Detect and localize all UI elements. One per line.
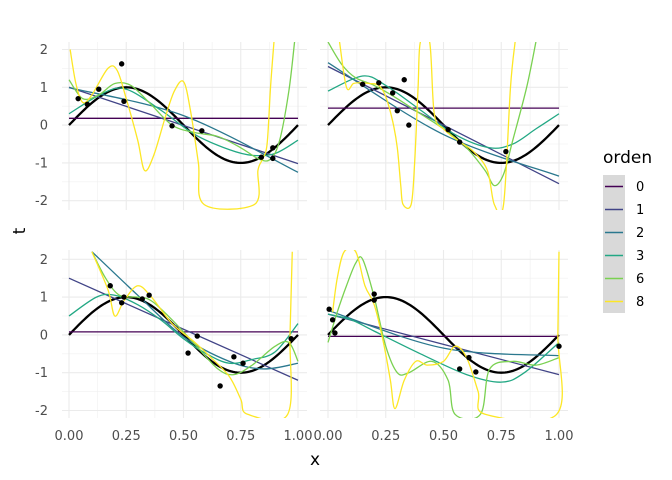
fit-curve-order-8 xyxy=(331,250,563,418)
data-point xyxy=(139,296,145,302)
y-tick-label: 2 xyxy=(40,43,48,58)
data-point xyxy=(329,317,336,323)
data-point xyxy=(270,155,276,162)
data-point xyxy=(326,306,332,312)
panel-4 xyxy=(320,250,568,418)
fit-curve-order-3 xyxy=(68,87,299,157)
true-curve xyxy=(327,295,560,374)
y-tick-label: 0 xyxy=(40,119,48,134)
data-point xyxy=(359,81,366,87)
data-point xyxy=(270,145,276,151)
data-point xyxy=(194,333,200,339)
x-tick-label: 0.75 xyxy=(226,429,255,444)
x-tick-label: 0.25 xyxy=(371,429,400,444)
y-axis-title: t xyxy=(10,227,30,234)
y-tick-label: -1 xyxy=(35,156,48,171)
fit-curve-order-6 xyxy=(91,251,299,376)
data-point xyxy=(371,291,377,297)
data-point xyxy=(185,350,191,356)
fit-curve-order-3 xyxy=(327,75,560,149)
true-curve xyxy=(68,295,299,374)
data-point xyxy=(96,86,102,92)
data-point xyxy=(146,292,152,298)
fit-curve-order-1 xyxy=(327,65,560,185)
fit-curve-order-1 xyxy=(68,86,299,165)
facet-panels xyxy=(62,42,568,418)
data-point xyxy=(199,128,205,134)
fit-curve-order-3 xyxy=(327,313,560,383)
y-tick-label: 0 xyxy=(40,328,48,343)
y-tick-label: 2 xyxy=(40,253,48,268)
x-tick-label: 0.00 xyxy=(55,429,84,444)
x-tick-label: 1.00 xyxy=(284,429,313,444)
fit-curve-order-2 xyxy=(327,62,560,177)
data-point xyxy=(84,101,91,108)
panel-1 xyxy=(62,42,307,210)
data-point xyxy=(456,366,463,372)
legend-label: 3 xyxy=(636,249,644,264)
data-point xyxy=(217,383,223,389)
y-tick-label: -1 xyxy=(35,366,48,381)
panel-3 xyxy=(62,250,307,418)
fit-curve-order-8 xyxy=(338,42,516,210)
data-point xyxy=(466,354,472,361)
fit-curve-order-8 xyxy=(91,251,293,418)
x-tick-label: 0.00 xyxy=(314,429,343,444)
data-point xyxy=(406,122,412,128)
data-point xyxy=(332,330,338,336)
data-point xyxy=(556,343,562,349)
fit-curve-order-6 xyxy=(68,42,296,162)
panel-2 xyxy=(320,42,568,210)
fit-curve-order-2 xyxy=(327,309,560,357)
data-point xyxy=(121,294,127,300)
data-point xyxy=(107,283,113,289)
data-point xyxy=(231,354,237,360)
fit-curve-order-2 xyxy=(91,251,299,370)
data-point xyxy=(401,77,407,83)
data-point xyxy=(288,335,294,342)
x-tick-label: 0.25 xyxy=(112,429,141,444)
x-tick-label: 0.50 xyxy=(429,429,458,444)
fit-curve-order-1 xyxy=(68,277,299,381)
data-point xyxy=(389,90,396,96)
data-point xyxy=(75,95,81,102)
data-point xyxy=(473,369,479,375)
data-point xyxy=(169,123,175,129)
data-point xyxy=(503,148,509,155)
fit-curve-order-6 xyxy=(327,256,560,418)
y-tick-label: 1 xyxy=(40,291,48,306)
fit-curve-order-8 xyxy=(69,42,275,210)
data-point xyxy=(394,108,400,114)
data-point xyxy=(456,139,463,145)
data-point xyxy=(371,297,377,303)
legend-label: 0 xyxy=(636,180,644,195)
y-tick-label: -2 xyxy=(35,404,48,419)
legend-label: 2 xyxy=(636,226,644,241)
legend-label: 6 xyxy=(636,272,644,287)
x-tick-label: 0.75 xyxy=(487,429,516,444)
data-point xyxy=(121,98,127,104)
legend: orden 0 1 2 3 6 8 xyxy=(603,148,652,313)
y-tick-label: -2 xyxy=(35,194,48,209)
data-point xyxy=(258,154,265,160)
fit-curve-order-6 xyxy=(327,42,537,187)
y-tick-label: 1 xyxy=(40,81,48,96)
legend-label: 8 xyxy=(636,295,644,310)
legend-title: orden xyxy=(603,148,652,168)
data-point xyxy=(240,360,246,366)
x-tick-label: 0.50 xyxy=(169,429,198,444)
legend-label: 1 xyxy=(636,203,644,218)
data-point xyxy=(118,61,125,67)
data-point xyxy=(118,300,125,306)
data-point xyxy=(376,80,382,86)
data-point xyxy=(445,126,451,133)
x-tick-label: 1.00 xyxy=(545,429,574,444)
x-axis-title: x xyxy=(310,450,320,470)
legend-key-background xyxy=(603,175,625,313)
